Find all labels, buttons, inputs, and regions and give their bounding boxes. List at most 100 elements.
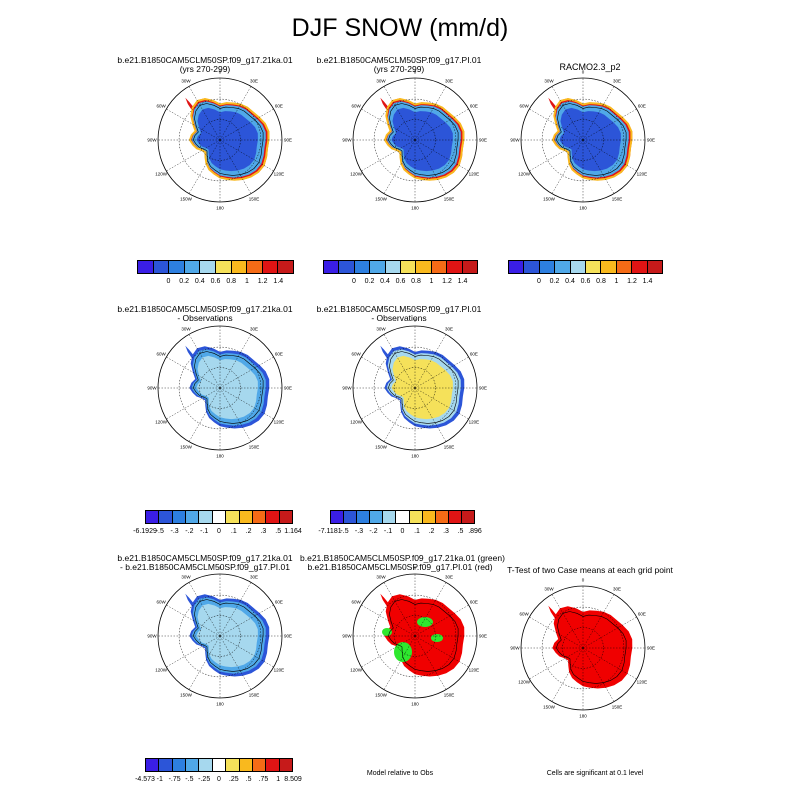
colorbar-tick-label: 0 bbox=[400, 528, 405, 535]
panel-title-p7: b.e21.B1850CAM5CLM50SP.f09_g17.21ka.01 (… bbox=[300, 553, 505, 572]
colorbar-cell bbox=[462, 261, 478, 273]
longitude-label: 0 bbox=[219, 318, 222, 323]
map-boundary bbox=[157, 77, 283, 203]
colorbar-cell bbox=[231, 261, 248, 273]
colorbar-cell bbox=[570, 261, 587, 273]
meridian-line bbox=[219, 604, 274, 637]
meridian-line bbox=[582, 139, 615, 194]
meridian-line bbox=[219, 108, 274, 141]
meridian-line bbox=[529, 616, 584, 649]
latitude-circle bbox=[562, 119, 604, 161]
colorbar-tick-label: 1 bbox=[276, 776, 281, 783]
colorbar-cell bbox=[279, 511, 292, 523]
latitude-circle bbox=[394, 367, 436, 409]
interior-fill bbox=[196, 107, 258, 172]
meridian-line bbox=[166, 139, 221, 172]
panel-title-p5: b.e21.B1850CAM5CLM50SP.f09_g17.PI.01- Ob… bbox=[316, 304, 482, 323]
colorbar-cell bbox=[169, 261, 185, 273]
meridian-line bbox=[219, 387, 274, 420]
colorbar-cell bbox=[354, 261, 371, 273]
colorbar-cell bbox=[262, 261, 279, 273]
colorbar-cell bbox=[539, 261, 556, 273]
colorbar-cell bbox=[601, 261, 617, 273]
longitude-label: 180 bbox=[579, 714, 587, 719]
longitude-label: 0 bbox=[219, 566, 222, 571]
longitude-label: 30W bbox=[181, 79, 191, 84]
colorbar-tick-label: 1.2 bbox=[627, 278, 637, 285]
colorbar-tick-label: 1.164 bbox=[284, 528, 302, 535]
colorbar-cell bbox=[383, 511, 397, 523]
colorbar-tick-label: .2 bbox=[428, 528, 435, 535]
longitude-label: 30W bbox=[181, 327, 191, 332]
colorbar-cell bbox=[461, 511, 475, 523]
colorbar-cell bbox=[186, 759, 200, 771]
colorbar-tick-label: -6.1929 bbox=[133, 528, 157, 535]
colorbar-cell bbox=[215, 261, 232, 273]
colorbar-cell bbox=[401, 261, 417, 273]
colorbar-cell bbox=[279, 759, 292, 771]
longitude-label: 90W bbox=[147, 634, 157, 639]
longitude-label: 30W bbox=[544, 79, 554, 84]
longitude-label: 30E bbox=[250, 79, 258, 84]
colorbar-tick-label: 1.4 bbox=[642, 278, 653, 285]
meridian-line bbox=[582, 86, 615, 141]
polar-map-svg: 0 30E 60E 90E 120E 150E 180 150W 120W 90W 60W 30W bbox=[147, 70, 292, 211]
colorbar-cell bbox=[146, 511, 160, 523]
meridian-line bbox=[166, 635, 221, 668]
latitude-circle bbox=[199, 367, 241, 409]
colorbar-tick-label: 1 bbox=[429, 278, 434, 285]
green-patch bbox=[394, 642, 412, 662]
colorbar-labels-p1: 0 0.2 0.4 0.6 0.8 1 1.2 1.4 bbox=[137, 278, 294, 288]
longitude-label: 60E bbox=[638, 104, 646, 109]
longitude-label: 0 bbox=[414, 70, 417, 75]
coastline bbox=[192, 599, 264, 672]
colorbar-cell bbox=[199, 511, 213, 523]
polar-map-svg: 0 30E 60E 90E 120E 150E 180 150W 120W 90W 60W 30W bbox=[147, 566, 292, 707]
colorbar-tick-label: 0.8 bbox=[411, 278, 421, 285]
colorbar-cell bbox=[239, 511, 253, 523]
longitude-label: 90W bbox=[342, 634, 352, 639]
longitude-label: 120W bbox=[155, 420, 168, 425]
longitude-label: 60E bbox=[470, 600, 478, 605]
longitude-label: 120W bbox=[350, 668, 363, 673]
colorbar-cell bbox=[370, 261, 386, 273]
meridian-line bbox=[582, 594, 615, 649]
longitude-label: 150W bbox=[543, 196, 556, 201]
colorbar-tick-label: .1 bbox=[230, 528, 237, 535]
map-p5: 0 30E 60E 90E 120E 150E 180 150W 120W 90W 60W 30W bbox=[340, 318, 490, 468]
latitude-circle bbox=[394, 615, 436, 657]
colorbar-cell bbox=[146, 759, 160, 771]
longitude-label: 150W bbox=[375, 196, 388, 201]
latitude-circle bbox=[178, 98, 262, 182]
polar-map-svg: 0 30E 60E 90E 120E 150E 180 150W 120W 90W 60W 30W bbox=[342, 70, 487, 211]
colorbar-cell bbox=[252, 511, 267, 523]
longitude-label: 0 bbox=[414, 566, 417, 571]
longitude-label: 90E bbox=[284, 634, 292, 639]
meridian-line bbox=[219, 86, 252, 141]
longitude-label: 120E bbox=[274, 668, 285, 673]
longitude-label: 120E bbox=[274, 172, 285, 177]
colorbar-tick-label: .1 bbox=[414, 528, 420, 535]
colorbar-cell bbox=[616, 261, 633, 273]
colorbar-cell bbox=[212, 759, 227, 771]
colorbar-cell bbox=[524, 261, 540, 273]
colorbar-cell bbox=[447, 261, 463, 273]
meridian-line bbox=[361, 387, 416, 420]
meridian-line bbox=[219, 387, 252, 442]
panel-title-p3: RACMO2.3_p2 bbox=[559, 62, 621, 72]
meridian-line bbox=[188, 139, 221, 194]
colorbar-cell bbox=[385, 261, 402, 273]
meridian-line bbox=[219, 582, 252, 637]
colorbar-cell bbox=[448, 511, 462, 523]
colorbar-tick-label: -.2 bbox=[369, 528, 378, 535]
green-patch bbox=[431, 634, 443, 642]
colorbar-tick-label: -7.1181 bbox=[318, 528, 342, 535]
panel-title-p6: b.e21.B1850CAM5CLM50SP.f09_g17.21ka.01- … bbox=[117, 553, 293, 572]
map-boundary bbox=[157, 573, 283, 699]
colorbar-tick-label: .75 bbox=[258, 776, 269, 783]
colorbar-tick-label: 1.4 bbox=[273, 278, 284, 285]
colorbar-tick-label: 0 bbox=[537, 278, 541, 285]
longitude-label: 180 bbox=[411, 206, 419, 211]
longitude-label: 90W bbox=[510, 138, 520, 143]
map-boundary bbox=[352, 77, 478, 203]
